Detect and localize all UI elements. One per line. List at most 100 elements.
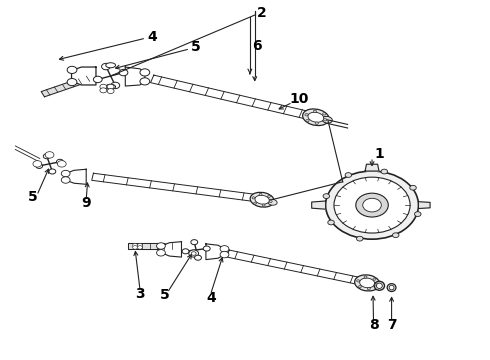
Circle shape <box>220 251 229 258</box>
Circle shape <box>133 246 138 249</box>
Polygon shape <box>365 164 379 171</box>
Ellipse shape <box>303 109 329 126</box>
Circle shape <box>101 63 110 70</box>
Circle shape <box>358 285 362 288</box>
Circle shape <box>191 252 196 255</box>
Circle shape <box>364 276 367 278</box>
Circle shape <box>138 246 143 249</box>
Circle shape <box>345 173 352 177</box>
Polygon shape <box>150 75 310 119</box>
Circle shape <box>357 236 363 241</box>
Polygon shape <box>128 243 176 249</box>
Text: 7: 7 <box>387 318 396 332</box>
Polygon shape <box>226 250 361 284</box>
Ellipse shape <box>106 63 116 68</box>
Ellipse shape <box>255 195 270 204</box>
Circle shape <box>259 193 262 195</box>
Circle shape <box>107 89 114 94</box>
Circle shape <box>61 177 70 183</box>
Circle shape <box>57 161 66 167</box>
Polygon shape <box>66 169 86 184</box>
Text: 5: 5 <box>191 40 201 54</box>
Polygon shape <box>92 173 256 202</box>
Ellipse shape <box>360 278 375 288</box>
Circle shape <box>373 278 376 280</box>
Circle shape <box>49 169 56 174</box>
Circle shape <box>133 243 138 247</box>
Circle shape <box>220 246 229 252</box>
Polygon shape <box>125 67 145 86</box>
Text: 5: 5 <box>160 288 169 302</box>
Circle shape <box>322 113 326 115</box>
Circle shape <box>363 198 381 212</box>
Text: 8: 8 <box>368 318 378 332</box>
Text: 2: 2 <box>257 6 267 20</box>
Circle shape <box>36 163 43 168</box>
Circle shape <box>140 78 150 85</box>
Circle shape <box>203 246 210 251</box>
Ellipse shape <box>389 285 394 290</box>
Polygon shape <box>72 67 96 85</box>
Circle shape <box>182 249 189 254</box>
Text: 3: 3 <box>135 287 145 301</box>
Circle shape <box>328 220 334 225</box>
Circle shape <box>195 255 201 260</box>
Text: 9: 9 <box>81 196 91 210</box>
Text: 5: 5 <box>27 190 37 204</box>
Circle shape <box>56 159 63 165</box>
Circle shape <box>191 240 197 245</box>
Circle shape <box>323 118 327 121</box>
Circle shape <box>269 201 272 203</box>
Circle shape <box>268 195 270 197</box>
Ellipse shape <box>322 116 332 123</box>
Circle shape <box>254 202 257 204</box>
Circle shape <box>357 280 360 282</box>
Circle shape <box>33 161 42 167</box>
Ellipse shape <box>376 283 382 288</box>
Circle shape <box>392 233 399 238</box>
Circle shape <box>189 250 198 257</box>
Ellipse shape <box>374 281 385 290</box>
Ellipse shape <box>268 199 277 205</box>
Circle shape <box>43 154 50 159</box>
Circle shape <box>94 76 102 83</box>
Circle shape <box>356 193 388 217</box>
Circle shape <box>111 82 120 89</box>
Text: 4: 4 <box>147 30 157 44</box>
Circle shape <box>119 69 128 76</box>
Polygon shape <box>206 244 224 260</box>
Polygon shape <box>312 201 326 209</box>
Circle shape <box>374 284 378 286</box>
Text: 10: 10 <box>289 92 308 106</box>
Circle shape <box>61 170 70 177</box>
Circle shape <box>368 288 370 290</box>
Circle shape <box>107 84 114 89</box>
Ellipse shape <box>250 192 274 207</box>
Circle shape <box>138 243 143 247</box>
Circle shape <box>315 122 318 124</box>
Polygon shape <box>418 202 430 208</box>
Circle shape <box>306 120 309 122</box>
Polygon shape <box>41 73 98 97</box>
Circle shape <box>157 249 165 256</box>
Ellipse shape <box>355 275 380 291</box>
Circle shape <box>67 78 77 86</box>
Text: 1: 1 <box>374 147 384 161</box>
Circle shape <box>334 177 410 233</box>
Circle shape <box>326 171 418 239</box>
Circle shape <box>381 169 388 174</box>
Circle shape <box>415 212 421 216</box>
Circle shape <box>100 88 107 93</box>
Circle shape <box>157 243 165 249</box>
Circle shape <box>305 113 308 116</box>
Circle shape <box>67 66 77 73</box>
Polygon shape <box>161 242 181 257</box>
Ellipse shape <box>387 284 396 292</box>
Circle shape <box>410 185 416 190</box>
Text: 6: 6 <box>252 39 262 53</box>
Ellipse shape <box>308 112 324 122</box>
Text: 4: 4 <box>206 291 216 305</box>
Circle shape <box>45 152 54 158</box>
Circle shape <box>262 204 265 206</box>
Circle shape <box>140 69 150 76</box>
